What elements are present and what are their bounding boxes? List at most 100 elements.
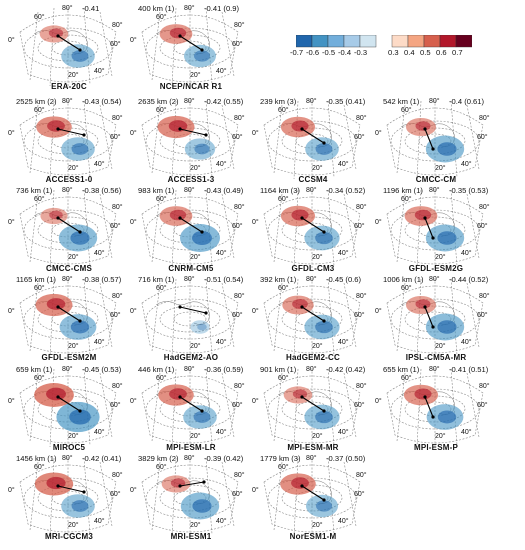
meridian-line [151, 104, 161, 174]
lat-label-60: 60° [278, 375, 289, 382]
lon-label-80: 80° [234, 22, 245, 29]
map-panel: 1165 km (1) -0.38 (0.57) 80° 60° 0° 80° 60° 20°… [8, 275, 130, 363]
map-boundary [386, 196, 484, 265]
map-panel: -0.41 80° 60° 0° 80° 60° 20° 40° ERA-20C [8, 4, 130, 92]
meridian-line [171, 278, 177, 358]
lat-label-80: 80° [429, 187, 440, 194]
panel-title: ERA-20C [51, 82, 87, 91]
lon-label-60: 60° [354, 491, 365, 498]
meridian-line [49, 278, 55, 358]
panel-correlation: -0.35 (0.41) [326, 97, 366, 106]
meridian-line [49, 189, 55, 269]
colorbar-tick-label: 0.5 [420, 48, 431, 57]
lon-label-80: 80° [112, 22, 123, 29]
lon-label-40: 40° [216, 161, 227, 168]
lat-label-80: 80° [184, 276, 195, 283]
dipole-start-point [56, 127, 60, 131]
lat-label-80: 80° [62, 276, 73, 283]
map-panel: 655 km (1) -0.41 (0.51) 80° 60° 0° 80° 60° 20° 4… [375, 365, 497, 453]
dipole-end-point [200, 409, 204, 413]
dipole-start-point [300, 216, 304, 220]
meridian-line [327, 278, 335, 356]
map-boundary [141, 464, 239, 533]
colorbar-positive-swatch [455, 34, 473, 48]
map-boundary [19, 196, 117, 265]
dipole-end-point [431, 236, 435, 240]
lon-label-20: 20° [312, 343, 323, 350]
meridian-line [151, 461, 161, 531]
dipole-line [301, 396, 325, 412]
map-boundary [141, 375, 239, 444]
lon-label-60: 60° [232, 491, 243, 498]
meridian-line [416, 189, 422, 269]
lat-label-60: 60° [156, 285, 167, 292]
lon-label-40: 40° [94, 250, 105, 257]
map-svg [19, 189, 117, 270]
panel-title: ACCESS1-0 [45, 175, 93, 184]
lon-label-0: 0° [252, 308, 259, 315]
panel-title: GFDL-ESM2G [408, 264, 464, 273]
panel-correlation: -0.42 (0.55) [204, 97, 244, 106]
dipole-end-point [82, 133, 86, 137]
dipole-end-point [431, 147, 435, 151]
negative-anomaly-core [437, 320, 457, 334]
lon-label-40: 40° [94, 68, 105, 75]
lon-label-0: 0° [252, 219, 259, 226]
dipole-start-point [300, 305, 304, 309]
lon-label-60: 60° [110, 41, 121, 48]
meridian-line [205, 368, 213, 446]
lon-label-60: 60° [110, 312, 121, 319]
dipole-end-point [204, 311, 208, 315]
negative-anomaly-core [71, 50, 89, 62]
meridian-line [221, 461, 235, 527]
dipole-end-point [322, 319, 326, 323]
lat-label-60: 60° [401, 375, 412, 382]
panel-title: GFDL-CM3 [291, 264, 335, 273]
meridian-line [327, 457, 335, 535]
map-boundary [263, 464, 361, 533]
lon-label-80: 80° [112, 293, 123, 300]
dipole-end-point [322, 141, 326, 145]
map-boundary [19, 107, 117, 176]
panel-distance: 2525 km (2) [16, 97, 57, 106]
lon-label-80: 80° [479, 115, 490, 122]
lon-label-0: 0° [130, 398, 137, 405]
panel-correlation: -0.44 (0.52) [449, 275, 489, 284]
lon-label-60: 60° [354, 402, 365, 409]
lon-label-40: 40° [338, 250, 349, 257]
lon-label-40: 40° [94, 518, 105, 525]
dipole-end-point [322, 498, 326, 502]
positive-anomaly-core [291, 209, 309, 221]
meridian-line [293, 368, 299, 448]
map-svg [19, 7, 117, 88]
map-svg [263, 368, 361, 449]
positive-anomaly-core [46, 387, 66, 401]
lon-label-0: 0° [8, 308, 15, 315]
lon-label-80: 80° [479, 293, 490, 300]
panel-correlation: -0.45 (0.53) [82, 365, 122, 374]
lon-label-40: 40° [461, 250, 472, 257]
lon-label-40: 40° [338, 339, 349, 346]
map-panel: 400 km (1) -0.41 (0.9) 80° 60° 0° 80° 60° 20° 40… [130, 4, 252, 92]
lon-label-80: 80° [479, 204, 490, 211]
negative-anomaly-core [70, 231, 90, 245]
meridian-line [99, 193, 113, 259]
lon-label-40: 40° [461, 429, 472, 436]
meridian-line [396, 193, 406, 263]
lat-label-60: 60° [34, 375, 45, 382]
dipole-line [301, 217, 325, 233]
meridian-line [343, 461, 357, 527]
dipole-line [301, 306, 325, 322]
lon-label-0: 0° [8, 130, 15, 137]
positive-anomaly-core [414, 209, 432, 221]
lon-label-80: 80° [356, 472, 367, 479]
lon-label-40: 40° [216, 250, 227, 257]
lon-label-0: 0° [8, 37, 15, 44]
meridian-line [29, 282, 39, 352]
lon-label-60: 60° [232, 41, 243, 48]
positive-anomaly-core [169, 388, 187, 400]
dipole-line [301, 128, 325, 144]
lon-label-20: 20° [312, 165, 323, 172]
meridian-line [450, 278, 458, 356]
lon-label-40: 40° [216, 429, 227, 436]
